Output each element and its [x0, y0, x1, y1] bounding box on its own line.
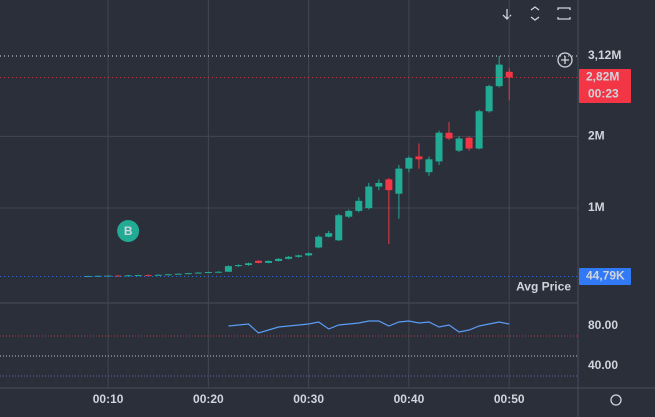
price-label: 44,79K: [586, 269, 625, 283]
candle-body: [194, 272, 202, 274]
y-tick-label: 1M: [588, 200, 605, 214]
candle-body: [305, 253, 313, 256]
y-tick-label: 80.00: [588, 318, 618, 332]
x-tick-label: 00:20: [193, 392, 224, 406]
candle-body: [395, 168, 403, 194]
candle-body: [285, 256, 293, 259]
candle-body: [455, 138, 463, 151]
settings-icon[interactable]: [610, 394, 622, 406]
candle-body: [415, 156, 423, 160]
candle-body: [365, 186, 373, 209]
candle-body: [385, 179, 393, 191]
x-tick-label: 00:40: [394, 392, 425, 406]
candle-body: [275, 258, 283, 261]
indicator-line: [228, 320, 510, 334]
trade-marker-label: B: [124, 224, 133, 238]
fullscreen-icon[interactable]: [557, 7, 571, 20]
candle-body: [475, 111, 483, 149]
price-label-box: [579, 69, 631, 104]
candle-body: [425, 159, 433, 173]
candle-body: [445, 132, 453, 139]
candle-body: [154, 274, 162, 276]
candle-body: [214, 271, 222, 273]
candle-body: [345, 210, 353, 217]
candle-body: [204, 272, 212, 274]
price-label: 3,12M: [588, 48, 621, 62]
candle-body: [495, 64, 503, 87]
trade-marker: [117, 219, 140, 242]
candle-body: [124, 275, 132, 277]
candle-body: [184, 273, 192, 275]
x-tick-label: 00:50: [494, 392, 525, 406]
candle-body: [465, 137, 473, 149]
candle-body: [435, 132, 443, 162]
add-icon-plus: [561, 56, 569, 64]
collapse-icon[interactable]: [530, 6, 540, 21]
candle-body: [174, 273, 182, 275]
candle-body: [355, 200, 363, 211]
price-label: 2,82M: [586, 70, 619, 84]
candle-body: [94, 275, 102, 277]
price-label-box: [579, 268, 631, 286]
add-icon[interactable]: [557, 52, 573, 68]
x-tick-label: 00:10: [93, 392, 124, 406]
price-line-name: Avg Price: [516, 280, 571, 294]
candle-body: [144, 275, 152, 277]
y-tick-label: 40.00: [588, 358, 618, 372]
candle-body: [164, 274, 172, 276]
candle-body: [335, 215, 343, 241]
candle-body: [485, 86, 493, 112]
toolbar: [502, 6, 622, 406]
candle-body: [244, 263, 252, 266]
candle-body: [405, 157, 413, 169]
countdown-label: 00:23: [588, 87, 619, 101]
candle-body: [114, 275, 122, 277]
candle-body: [375, 182, 383, 187]
y-tick-label: 2M: [588, 129, 605, 143]
x-tick-label: 00:30: [293, 392, 324, 406]
candle-body: [265, 260, 273, 263]
candle-body: [325, 233, 333, 237]
candle-body: [315, 236, 323, 248]
candle-body: [234, 265, 242, 267]
candle-body: [295, 255, 303, 257]
candle-body: [224, 266, 232, 272]
candle-body: [134, 275, 142, 277]
candle-body: [255, 260, 263, 263]
candle-body: [505, 71, 513, 78]
